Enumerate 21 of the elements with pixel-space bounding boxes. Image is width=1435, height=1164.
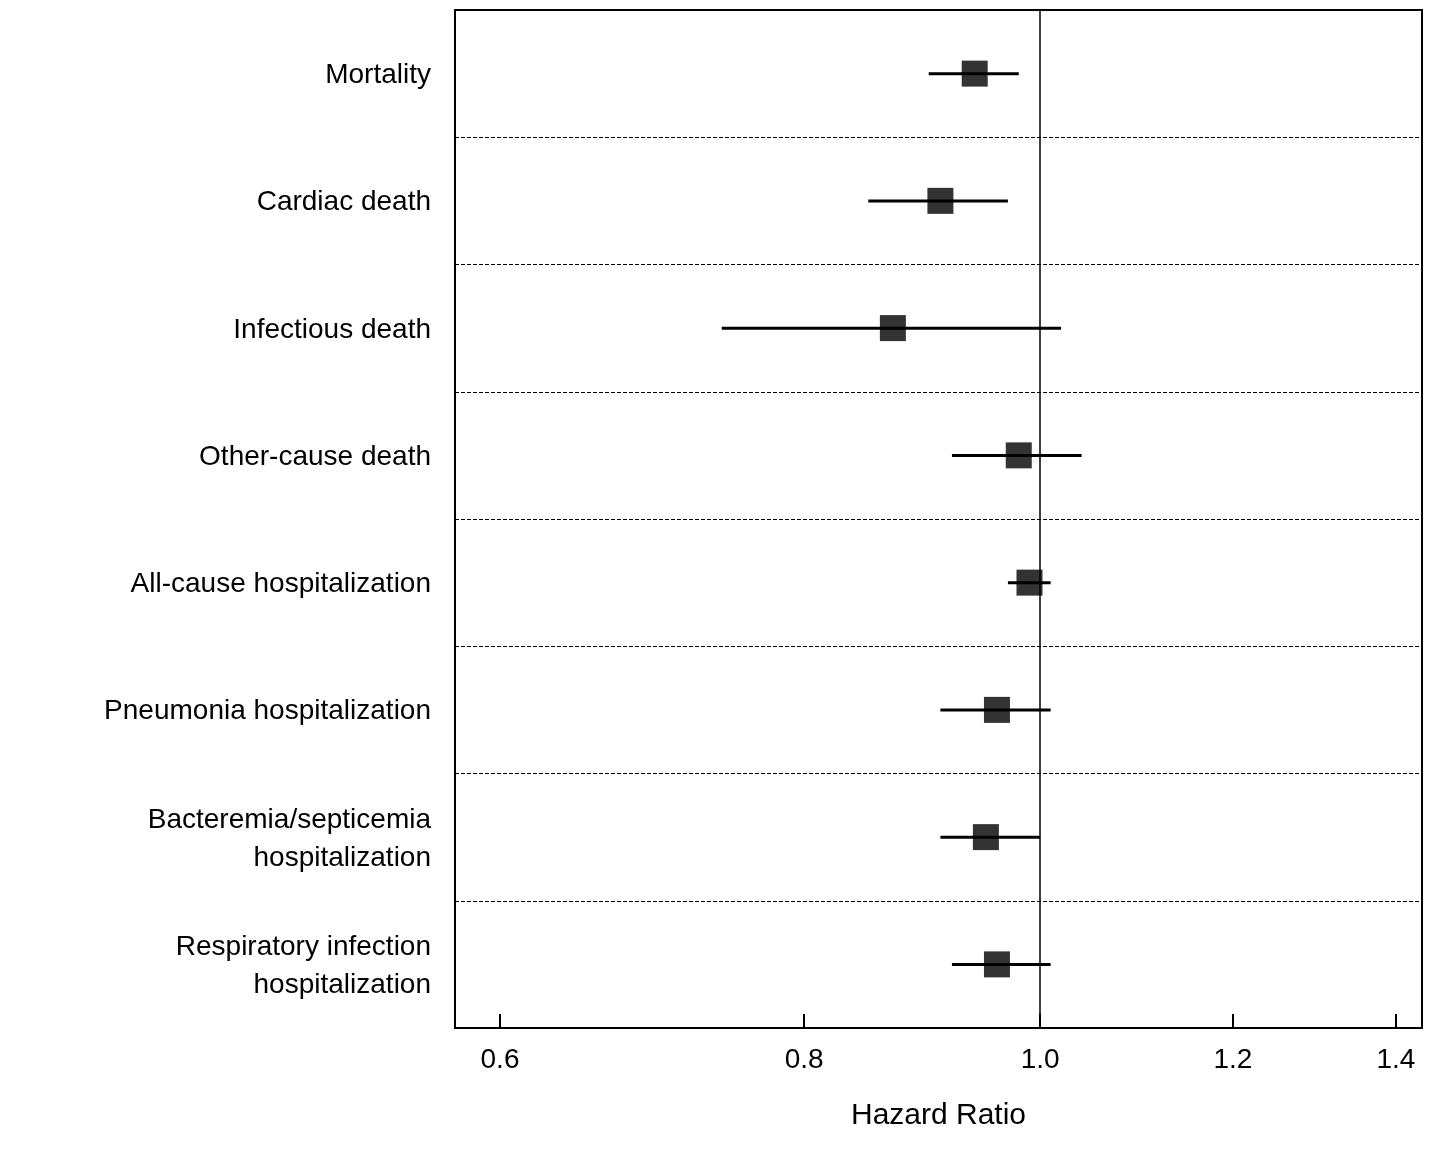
y-tick-label: All-cause hospitalization [130,567,431,599]
x-tick-label: 1.4 [1376,1042,1416,1074]
y-tick-label: Bacteremia/septicemia hospitalization [147,802,432,872]
y-tick-label: Infectious death [233,312,431,344]
y-tick-label: Other-cause death [199,439,431,471]
point [927,187,954,214]
y-tick-label: Cardiac death [256,185,431,217]
x-tick-label: 1.2 [1213,1042,1253,1074]
point [1005,442,1032,469]
y-tick-label: Respiratory infection hospitalization [175,929,431,999]
x-tick-label: 0.8 [784,1042,824,1074]
point [1016,569,1043,596]
point [961,60,988,87]
point [972,824,999,851]
point [983,951,1010,978]
x-tick-label: 1.0 [1020,1042,1060,1074]
point [983,696,1010,723]
x-axis-title: Hazard Ratio [850,1096,1027,1130]
y-tick-label: Pneumonia hospitalization [104,694,431,726]
x-tick-label: 0.6 [480,1042,520,1074]
y-tick-label: Mortality [325,58,431,90]
